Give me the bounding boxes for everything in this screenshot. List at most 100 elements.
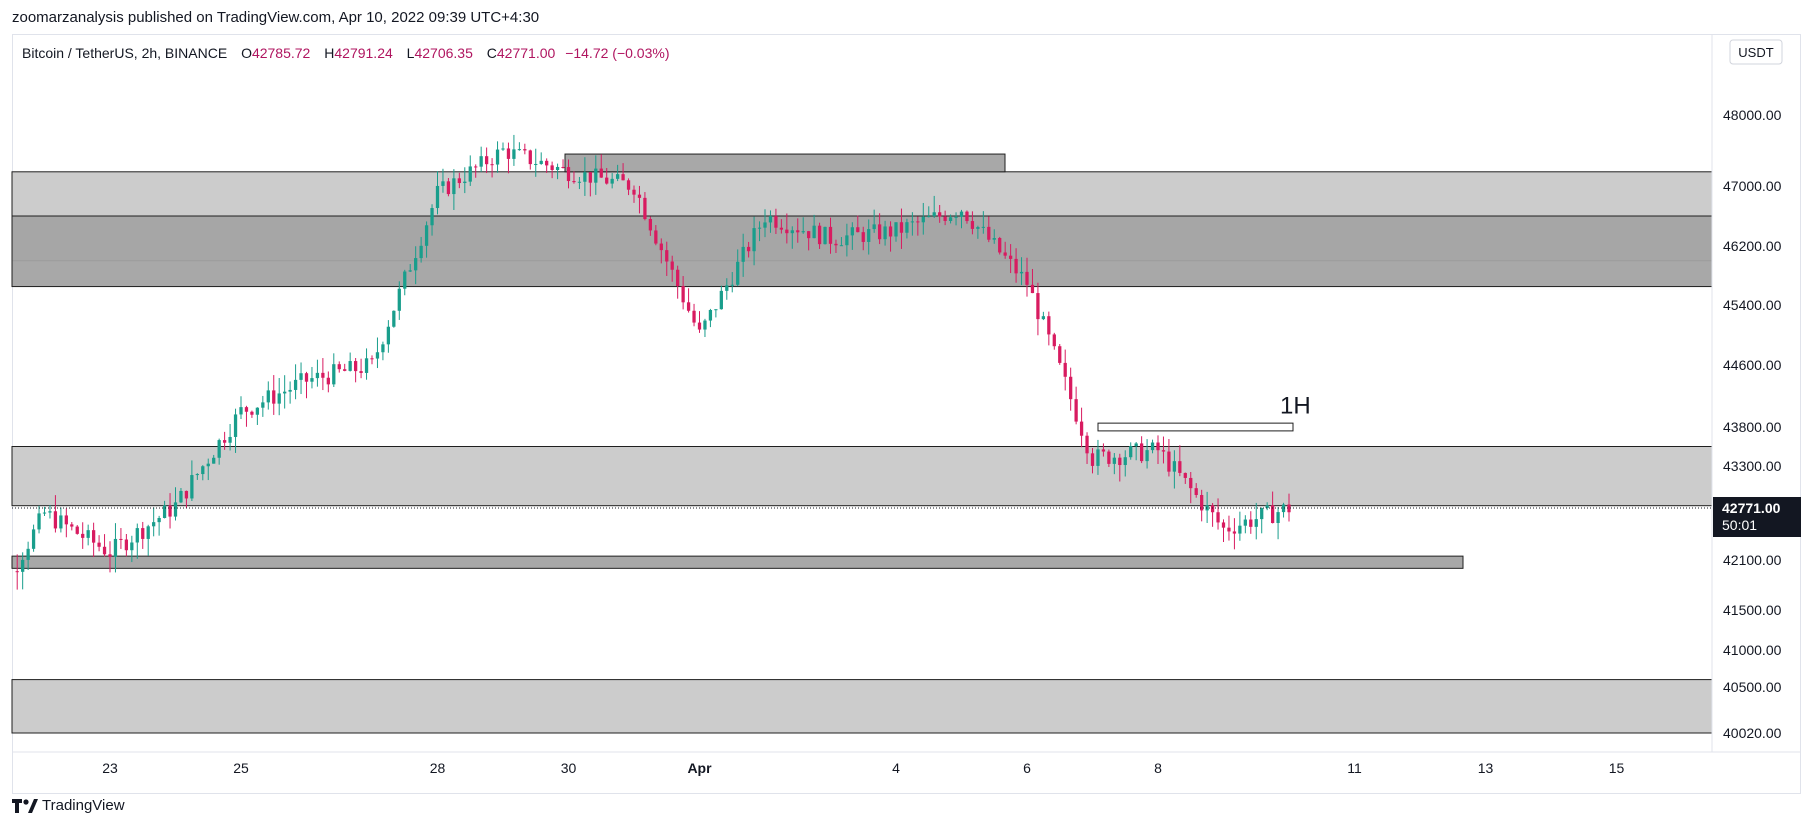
candle (1243, 515, 1247, 534)
candle (1189, 472, 1193, 504)
candle (283, 375, 287, 409)
candle (1052, 332, 1056, 350)
candle (670, 255, 674, 282)
chart-frame[interactable] (12, 34, 1801, 794)
legend-high-value: 42791.24 (334, 45, 393, 61)
candle (779, 219, 784, 234)
candle (741, 233, 745, 277)
candle (910, 212, 915, 236)
candle (162, 500, 167, 519)
candle (954, 212, 958, 226)
candle (179, 487, 183, 504)
candle (201, 465, 205, 481)
candle (970, 211, 975, 235)
candle (943, 210, 947, 226)
candle (785, 213, 789, 244)
candle (790, 226, 794, 249)
candle (938, 204, 942, 223)
currency-label: USDT (1738, 45, 1773, 60)
candle (992, 229, 996, 244)
candle (392, 310, 396, 328)
candle (408, 264, 412, 273)
candle (594, 155, 598, 195)
candle (959, 209, 964, 229)
candle (315, 359, 320, 387)
candle (894, 222, 898, 242)
candle (26, 541, 30, 570)
candle (1221, 519, 1226, 542)
candle (1107, 449, 1111, 467)
currency-badge[interactable]: USDT (1729, 39, 1783, 65)
candle (81, 522, 85, 549)
candle (1161, 436, 1166, 464)
price-axis[interactable]: 48000.00 47000.00 46200.00 45400.00 44600.00… (12, 35, 1801, 752)
candle (948, 214, 953, 224)
candle (883, 220, 887, 246)
candle (1112, 453, 1116, 475)
candle (528, 149, 532, 170)
candle (654, 225, 658, 246)
candle (861, 226, 865, 251)
candle (599, 154, 603, 178)
time-tick-label: 4 (892, 760, 900, 776)
candle (495, 141, 500, 173)
candle (512, 134, 516, 166)
time-tick-label: 23 (102, 760, 118, 776)
candle (1254, 502, 1258, 540)
time-tick-label: Apr (687, 760, 712, 776)
candle (1025, 257, 1029, 297)
legend-low-value: 42706.35 (414, 45, 473, 61)
price-tick-label: 48000.00 (1723, 107, 1782, 123)
price-tick-label: 42100.00 (1723, 552, 1782, 568)
candle (326, 371, 330, 393)
time-axis[interactable]: 23 25 28 30 Apr 4 6 8 11 13 15 (12, 751, 1801, 776)
legend-change: −14.72 (−0.03%) (565, 45, 670, 61)
legend-open-label: O (241, 45, 252, 61)
candle (250, 410, 254, 418)
candle (856, 215, 860, 233)
tradingview-logo[interactable]: TradingView (12, 797, 125, 814)
candle (310, 366, 314, 389)
candle (932, 195, 936, 219)
annotation-text[interactable]: 1H (1280, 392, 1311, 419)
zone-dark-4[interactable] (11, 555, 1464, 569)
candle (277, 377, 281, 416)
candle (288, 381, 292, 404)
candle (823, 226, 827, 245)
candle (845, 223, 849, 257)
zone-dark-2[interactable] (564, 153, 1006, 173)
candle (457, 172, 461, 189)
candle (1019, 257, 1024, 286)
candle (708, 308, 713, 328)
candle (272, 375, 276, 415)
candle (1079, 407, 1084, 448)
candle (615, 164, 620, 182)
candle (1047, 311, 1051, 346)
zone-outline-6[interactable] (1097, 422, 1294, 432)
zone-light-3[interactable] (11, 446, 1713, 507)
candle (217, 438, 221, 465)
candle (648, 216, 653, 236)
candle (255, 407, 260, 425)
candle (725, 278, 729, 300)
candle (807, 230, 811, 251)
time-tick-label: 6 (1023, 760, 1031, 776)
candle (386, 320, 391, 353)
candle (730, 272, 734, 293)
zone-light-5[interactable] (11, 679, 1713, 734)
candle (430, 204, 434, 236)
candle (228, 424, 232, 451)
candle (244, 405, 249, 427)
candle (987, 216, 991, 243)
candle (222, 431, 227, 450)
legend-close-label: C (486, 45, 497, 61)
candle (539, 152, 543, 165)
candle (1249, 511, 1253, 534)
legend-low-label: L (406, 45, 415, 61)
candle (474, 164, 478, 178)
candle (468, 155, 472, 186)
zone-dark-1[interactable] (11, 215, 1713, 288)
candle (921, 202, 925, 235)
candle (1150, 439, 1155, 454)
